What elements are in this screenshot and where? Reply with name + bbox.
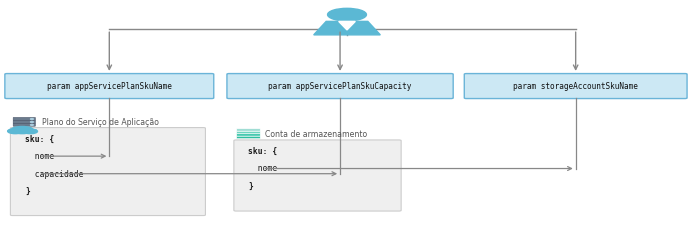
FancyBboxPatch shape [237, 134, 260, 136]
Polygon shape [314, 21, 380, 35]
Text: param appServicePlanSkuName: param appServicePlanSkuName [47, 82, 171, 90]
Text: capacidade: capacidade [25, 170, 83, 179]
Text: }: } [248, 182, 253, 191]
Circle shape [24, 129, 37, 134]
Text: }: } [25, 187, 30, 196]
Text: nome: nome [248, 164, 278, 173]
FancyBboxPatch shape [237, 136, 260, 139]
Text: Conta de armazenamento: Conta de armazenamento [265, 130, 367, 139]
Text: sku: {: sku: { [248, 147, 278, 156]
FancyBboxPatch shape [227, 74, 453, 99]
FancyBboxPatch shape [10, 128, 205, 216]
FancyBboxPatch shape [12, 129, 37, 133]
Circle shape [8, 129, 23, 134]
Text: sku: {: sku: { [25, 135, 54, 144]
FancyBboxPatch shape [13, 123, 35, 126]
FancyBboxPatch shape [464, 74, 687, 99]
Text: nome: nome [25, 152, 54, 161]
Circle shape [11, 126, 33, 134]
Circle shape [328, 8, 366, 21]
Polygon shape [339, 21, 355, 30]
FancyBboxPatch shape [237, 131, 260, 134]
FancyBboxPatch shape [5, 74, 214, 99]
FancyBboxPatch shape [13, 120, 35, 123]
FancyBboxPatch shape [13, 117, 35, 120]
Text: param appServicePlanSkuCapacity: param appServicePlanSkuCapacity [269, 82, 412, 90]
FancyBboxPatch shape [237, 129, 260, 131]
Circle shape [31, 124, 33, 125]
FancyBboxPatch shape [234, 140, 401, 211]
Text: param storageAccountSkuName: param storageAccountSkuName [514, 82, 638, 90]
Text: Plano do Serviço de Aplicação: Plano do Serviço de Aplicação [42, 118, 158, 127]
